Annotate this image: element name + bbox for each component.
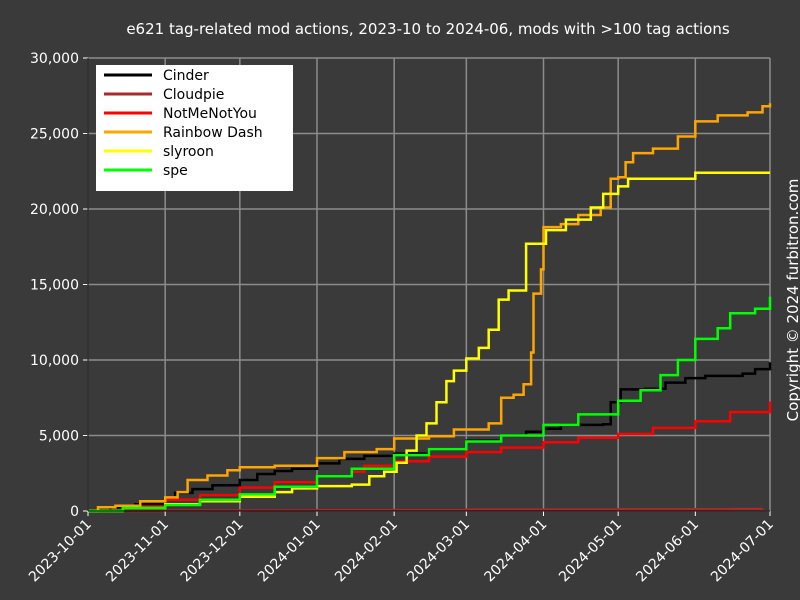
y-tick-label: 15,000 xyxy=(30,278,79,294)
chart-title: e621 tag-related mod actions, 2023-10 to… xyxy=(126,20,730,38)
y-tick-label: 0 xyxy=(70,504,79,520)
series-line-spe xyxy=(88,296,772,513)
series-line-notmenotyou xyxy=(88,401,772,513)
y-tick-label: 5,000 xyxy=(39,429,79,445)
y-tick-label: 10,000 xyxy=(30,353,79,369)
legend-label: slyroon xyxy=(163,144,214,160)
series-line-rainbow-dash xyxy=(88,103,772,513)
series-line-slyroon xyxy=(88,171,770,513)
series-layer xyxy=(88,103,772,513)
legend-label: Cinder xyxy=(163,68,209,84)
legend-label: Cloudpie xyxy=(163,87,224,103)
y-tick-label: 25,000 xyxy=(30,127,79,143)
y-tick-label: 20,000 xyxy=(30,202,79,218)
copyright-text: Copyright © 2024 furbitron.com xyxy=(784,179,800,422)
legend-label: NotMeNotYou xyxy=(163,106,257,122)
legend: Cinder Cloudpie NotMeNotYou Rainbow Dash sly… xyxy=(96,65,293,191)
legend-label: Rainbow Dash xyxy=(163,125,263,141)
legend-label: spe xyxy=(163,163,188,179)
axes xyxy=(83,57,771,516)
y-tick-label: 30,000 xyxy=(30,51,79,67)
